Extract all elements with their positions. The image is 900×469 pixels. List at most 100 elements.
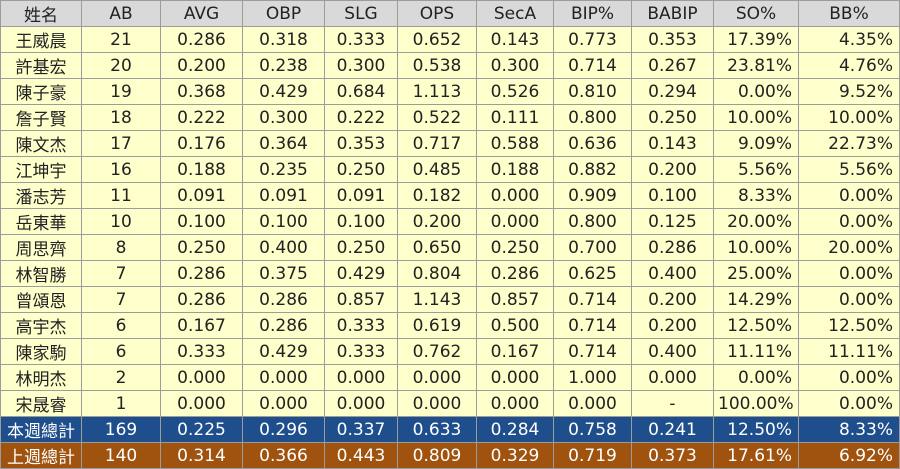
stat-cell-ab: 16 <box>81 156 161 183</box>
stat-cell-obp: 0.375 <box>242 260 325 287</box>
stat-cell-babip: 0.200 <box>631 156 714 183</box>
stat-cell-obp: 0.286 <box>242 286 325 313</box>
stat-cell-bb: 0.00% <box>798 260 900 287</box>
stat-cell-slg: 0.333 <box>324 312 398 339</box>
stat-cell-bb: 0.00% <box>798 364 900 391</box>
stat-cell-slg: 0.250 <box>324 234 398 261</box>
stat-cell-ops: 1.143 <box>397 286 477 313</box>
stat-cell-bip: 0.800 <box>553 104 632 131</box>
total-cell-so: 17.61% <box>713 442 799 469</box>
stat-cell-slg: 0.000 <box>324 364 398 391</box>
stat-cell-bip: 0.636 <box>553 130 632 157</box>
stat-cell-obp: 0.318 <box>242 26 325 53</box>
table-row: 詹子賢 18 0.222 0.300 0.222 0.522 0.111 0.800 0.250… <box>0 104 900 131</box>
stat-cell-babip: 0.125 <box>631 208 714 235</box>
stat-cell-obp: 0.364 <box>242 130 325 157</box>
total-cell-ab: 140 <box>81 442 161 469</box>
stat-cell-bb: 5.56% <box>798 156 900 183</box>
stat-cell-bip: 0.625 <box>553 260 632 287</box>
stat-cell-bip: 0.810 <box>553 78 632 105</box>
column-header-obp: OBP <box>242 0 325 27</box>
stat-cell-seca: 0.300 <box>476 52 554 79</box>
table-row: 許基宏 20 0.200 0.238 0.300 0.538 0.300 0.714 0.267… <box>0 52 900 79</box>
stat-cell-babip: 0.267 <box>631 52 714 79</box>
player-name-cell: 許基宏 <box>0 52 82 79</box>
stat-cell-slg: 0.333 <box>324 26 398 53</box>
total-cell-seca: 0.329 <box>476 442 554 469</box>
stat-cell-seca: 0.167 <box>476 338 554 365</box>
total-cell-avg: 0.225 <box>160 416 243 443</box>
stat-cell-obp: 0.400 <box>242 234 325 261</box>
total-cell-babip: 0.241 <box>631 416 714 443</box>
stat-cell-bip: 0.000 <box>553 390 632 417</box>
stat-cell-ops: 1.113 <box>397 78 477 105</box>
stat-cell-avg: 0.286 <box>160 260 243 287</box>
table-row: 宋晟睿 1 0.000 0.000 0.000 0.000 0.000 0.000-100.0… <box>0 390 900 417</box>
stat-cell-babip: 0.286 <box>631 234 714 261</box>
player-name-cell: 江坤宇 <box>0 156 82 183</box>
stat-cell-babip: 0.200 <box>631 312 714 339</box>
stat-cell-bip: 0.700 <box>553 234 632 261</box>
stat-cell-babip: 0.400 <box>631 260 714 287</box>
stat-cell-ops: 0.200 <box>397 208 477 235</box>
stat-cell-seca: 0.000 <box>476 364 554 391</box>
player-name-cell: 陳子豪 <box>0 78 82 105</box>
total-cell-slg: 0.337 <box>324 416 398 443</box>
stat-cell-bip: 0.909 <box>553 182 632 209</box>
player-name-cell: 林明杰 <box>0 364 82 391</box>
stat-cell-so: 8.33% <box>713 182 799 209</box>
column-header-babip: BABIP <box>631 0 714 27</box>
stat-cell-avg: 0.091 <box>160 182 243 209</box>
player-name-cell: 陳文杰 <box>0 130 82 157</box>
stat-cell-ab: 2 <box>81 364 161 391</box>
stat-cell-seca: 0.000 <box>476 182 554 209</box>
stat-cell-ab: 8 <box>81 234 161 261</box>
stat-cell-ops: 0.650 <box>397 234 477 261</box>
total-cell-so: 12.50% <box>713 416 799 443</box>
stat-cell-avg: 0.200 <box>160 52 243 79</box>
stat-cell-bip: 0.773 <box>553 26 632 53</box>
stat-cell-seca: 0.188 <box>476 156 554 183</box>
table-row: 王威晨 21 0.286 0.318 0.333 0.652 0.143 0.773 0.353… <box>0 26 900 53</box>
stat-cell-babip: 0.000 <box>631 364 714 391</box>
player-name-cell: 周思齊 <box>0 234 82 261</box>
stat-cell-avg: 0.333 <box>160 338 243 365</box>
stat-cell-ab: 6 <box>81 312 161 339</box>
stat-cell-obp: 0.286 <box>242 312 325 339</box>
stat-cell-bb: 10.00% <box>798 104 900 131</box>
header-row: 姓名 AB AVG OBP SLG OPS SecA BIP% BABIP SO% BB% <box>0 0 900 27</box>
table-body: 王威晨 21 0.286 0.318 0.333 0.652 0.143 0.773 0.353… <box>0 26 900 417</box>
table-row: 岳東華 10 0.100 0.100 0.100 0.200 0.000 0.800 0.125… <box>0 208 900 235</box>
stat-cell-ab: 21 <box>81 26 161 53</box>
stat-cell-seca: 0.526 <box>476 78 554 105</box>
stat-cell-avg: 0.222 <box>160 104 243 131</box>
stat-cell-so: 14.29% <box>713 286 799 313</box>
stat-cell-seca: 0.000 <box>476 208 554 235</box>
stat-cell-ops: 0.804 <box>397 260 477 287</box>
stat-cell-obp: 0.091 <box>242 182 325 209</box>
player-name-cell: 王威晨 <box>0 26 82 53</box>
stat-cell-ab: 11 <box>81 182 161 209</box>
stat-cell-so: 11.11% <box>713 338 799 365</box>
stat-cell-slg: 0.250 <box>324 156 398 183</box>
stat-cell-bb: 0.00% <box>798 182 900 209</box>
stat-cell-ab: 7 <box>81 286 161 313</box>
stat-cell-avg: 0.286 <box>160 286 243 313</box>
stat-cell-slg: 0.857 <box>324 286 398 313</box>
stat-cell-seca: 0.286 <box>476 260 554 287</box>
stat-cell-bip: 0.882 <box>553 156 632 183</box>
this-week-total-row: 本週總計 169 0.225 0.296 0.337 0.633 0.284 0.758 0.2… <box>0 416 900 443</box>
stat-cell-so: 0.00% <box>713 364 799 391</box>
player-name-cell: 潘志芳 <box>0 182 82 209</box>
stat-cell-bb: 12.50% <box>798 312 900 339</box>
stat-cell-seca: 0.000 <box>476 390 554 417</box>
stat-cell-slg: 0.684 <box>324 78 398 105</box>
last-week-total-row: 上週總計 140 0.314 0.366 0.443 0.809 0.329 0.719 0.3… <box>0 442 900 469</box>
total-label-cell: 本週總計 <box>0 416 82 443</box>
stat-cell-bb: 0.00% <box>798 208 900 235</box>
stat-cell-bb: 20.00% <box>798 234 900 261</box>
stat-cell-babip: 0.400 <box>631 338 714 365</box>
table-row: 江坤宇 16 0.188 0.235 0.250 0.485 0.188 0.882 0.200… <box>0 156 900 183</box>
stat-cell-obp: 0.429 <box>242 338 325 365</box>
stat-cell-so: 100.00% <box>713 390 799 417</box>
